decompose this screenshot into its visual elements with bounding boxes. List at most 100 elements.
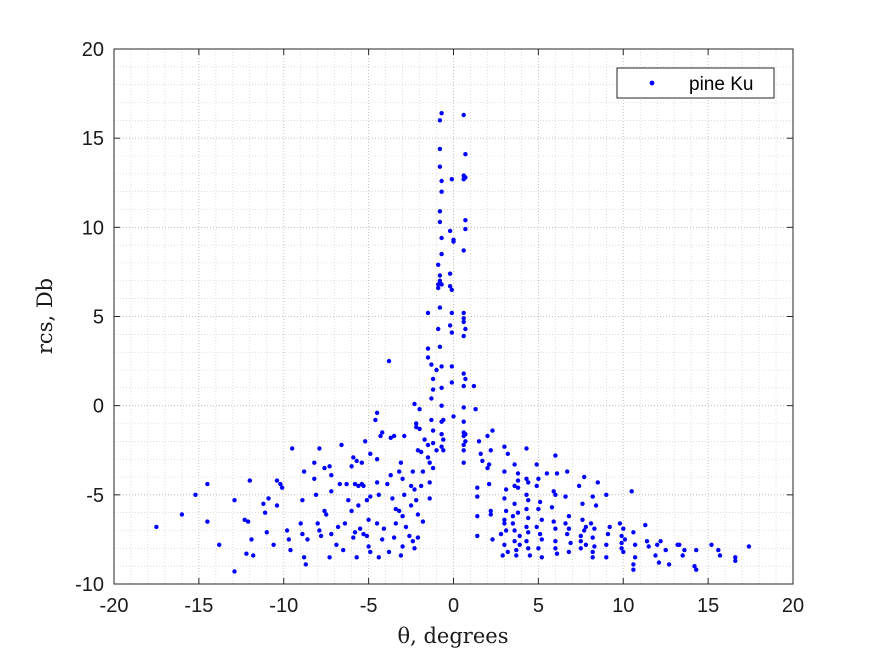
data-point	[544, 471, 550, 476]
data-point	[154, 524, 159, 530]
data-point	[386, 549, 392, 555]
data-point	[324, 512, 329, 517]
data-point	[334, 542, 339, 547]
data-point	[352, 481, 358, 487]
data-point	[414, 498, 419, 503]
data-point	[502, 517, 507, 522]
x-tick-label: 15	[697, 595, 719, 617]
data-point	[352, 530, 358, 535]
data-point	[503, 487, 509, 492]
data-point	[503, 508, 509, 514]
data-point	[390, 496, 395, 501]
data-point	[437, 278, 443, 283]
data-point	[430, 387, 436, 392]
data-point	[351, 535, 356, 540]
data-point	[429, 362, 434, 367]
data-point	[351, 455, 356, 460]
data-point	[524, 539, 529, 544]
data-point	[359, 460, 364, 465]
data-point	[644, 539, 650, 544]
data-point	[551, 519, 556, 524]
data-point	[553, 492, 558, 497]
data-point	[415, 535, 421, 540]
data-point	[412, 401, 417, 407]
data-point	[412, 487, 417, 492]
y-tick-label: -10	[75, 574, 104, 596]
data-point	[414, 421, 419, 426]
data-point	[461, 442, 466, 448]
data-point	[502, 521, 507, 526]
data-point	[583, 542, 589, 547]
data-point	[619, 546, 624, 551]
data-point	[449, 380, 454, 385]
data-point	[694, 567, 699, 572]
data-point	[631, 562, 636, 567]
data-point	[312, 476, 317, 481]
data-point	[451, 414, 456, 419]
data-point	[475, 514, 480, 519]
data-point	[536, 506, 541, 512]
data-point	[274, 503, 280, 508]
data-point	[604, 542, 609, 547]
data-point	[580, 517, 585, 522]
y-tick-label: 5	[93, 307, 104, 329]
data-point	[441, 448, 446, 453]
data-point	[322, 465, 327, 471]
data-point	[317, 446, 322, 451]
data-point	[526, 515, 531, 521]
data-point	[595, 480, 600, 485]
data-point	[658, 539, 663, 544]
data-point	[335, 524, 341, 530]
data-point	[436, 285, 441, 291]
data-point	[398, 460, 404, 465]
data-point	[582, 474, 587, 480]
data-point	[578, 533, 583, 539]
data-point	[449, 364, 454, 369]
data-point	[286, 537, 291, 542]
data-point	[439, 432, 444, 437]
data-point	[653, 553, 658, 558]
data-point	[524, 506, 529, 512]
data-point	[425, 310, 431, 316]
data-point	[271, 542, 276, 547]
data-point	[449, 177, 454, 182]
data-point	[374, 521, 380, 526]
data-point	[430, 428, 436, 433]
data-point	[374, 457, 380, 462]
data-point	[515, 485, 521, 490]
data-point	[436, 326, 441, 332]
data-point	[524, 524, 529, 530]
data-point	[368, 494, 373, 499]
data-point	[717, 553, 723, 558]
x-tick-label: -10	[269, 595, 298, 617]
x-tick-label: -15	[184, 595, 213, 617]
data-point	[298, 521, 303, 526]
data-point	[588, 521, 594, 526]
data-point	[378, 433, 383, 439]
data-point	[425, 442, 431, 448]
data-point	[419, 483, 424, 489]
data-point	[517, 533, 522, 539]
data-point	[232, 569, 237, 574]
data-point	[337, 481, 342, 487]
data-point	[403, 524, 409, 530]
data-point	[415, 512, 421, 517]
data-point	[694, 547, 699, 553]
data-point	[315, 521, 320, 526]
data-point	[313, 492, 319, 497]
data-point	[417, 426, 422, 432]
data-point	[398, 553, 404, 558]
data-point	[380, 430, 385, 435]
data-point	[434, 448, 439, 453]
data-point	[361, 531, 366, 537]
data-point	[410, 469, 415, 474]
data-point	[500, 553, 505, 558]
data-point	[447, 284, 453, 289]
data-point	[278, 481, 283, 487]
data-point	[583, 524, 589, 530]
x-tick-label: 10	[612, 595, 634, 617]
data-point	[461, 383, 466, 389]
data-point	[554, 471, 560, 476]
data-point	[502, 444, 507, 449]
data-point	[357, 526, 363, 531]
